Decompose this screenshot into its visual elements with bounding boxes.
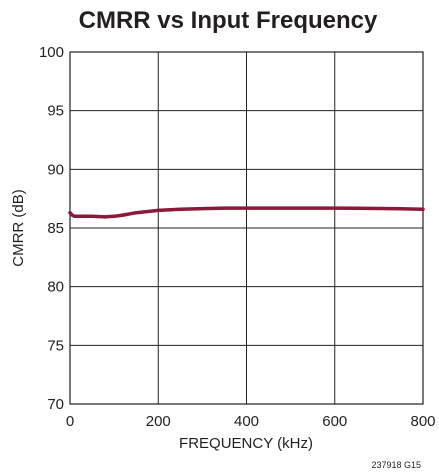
y-tick-label-100: 100 (39, 44, 64, 61)
x-tick-label-200: 200 (146, 413, 171, 430)
y-tick-labels: 70 75 80 85 90 95 100 (39, 44, 64, 413)
chart-title: CMRR vs Input Frequency (79, 7, 378, 34)
y-tick-label-70: 70 (47, 396, 64, 413)
y-axis-label: CMRR (dB) (10, 189, 27, 267)
y-tick-label-85: 85 (47, 220, 64, 237)
y-tick-label-90: 90 (47, 161, 64, 178)
series-line-0 (68, 206, 425, 219)
x-tick-label-0: 0 (66, 413, 74, 430)
x-axis-label: FREQUENCY (kHz) (179, 435, 313, 452)
y-tick-label-80: 80 (47, 279, 64, 296)
x-tick-label-400: 400 (234, 413, 259, 430)
grid-lines (70, 52, 423, 404)
x-tick-labels: 0 200 400 600 800 (66, 413, 436, 430)
plot-area-frame (69, 51, 424, 405)
y-tick-label-95: 95 (47, 103, 64, 120)
series-layer (68, 206, 425, 219)
y-tick-label-75: 75 (47, 337, 64, 354)
x-tick-label-600: 600 (322, 413, 347, 430)
x-tick-label-800: 800 (410, 413, 435, 430)
figure-code: 237918 G15 (371, 460, 421, 470)
